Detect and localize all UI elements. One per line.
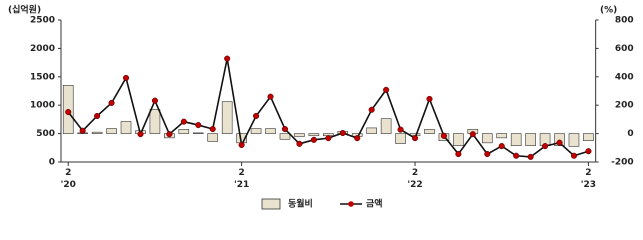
y-tick-label: 0 <box>49 158 55 168</box>
marker <box>498 143 505 150</box>
bar <box>380 118 392 134</box>
bar <box>91 131 103 134</box>
bar <box>178 129 190 134</box>
bar <box>424 129 435 134</box>
y-tick-label: 1000 <box>30 101 55 111</box>
y-tick-label: 2500 <box>30 16 55 26</box>
bar <box>192 132 204 134</box>
bar <box>453 133 464 146</box>
marker <box>570 152 578 159</box>
marker <box>310 136 317 143</box>
line <box>67 58 589 158</box>
bar <box>265 128 276 134</box>
y-unit: (십억원) <box>8 4 41 16</box>
marker <box>383 86 390 93</box>
y2-tick-label: 200 <box>615 101 634 111</box>
x-tick-label: 2 '20 <box>60 168 76 190</box>
y-tick-label: 500 <box>36 129 55 139</box>
legend-label: 금액 <box>366 198 383 210</box>
marker <box>585 148 592 155</box>
bar <box>149 109 161 134</box>
marker <box>151 97 158 104</box>
marker <box>325 135 332 142</box>
bar <box>583 133 594 142</box>
y2-tick-label: 400 <box>615 72 634 82</box>
chart-svg: (십억원) (%) 0 500 1000 1500 2000 2500 -200 0 200 40… <box>8 4 634 210</box>
marker <box>166 131 173 138</box>
marker <box>339 129 346 137</box>
marker <box>209 126 216 133</box>
y2-tick-label: 800 <box>615 16 634 26</box>
y-tick-label: 1500 <box>30 72 55 82</box>
y2-tick-label: 600 <box>615 44 634 54</box>
bar <box>279 133 291 140</box>
marker <box>224 55 231 62</box>
marker <box>469 131 476 138</box>
bar <box>525 133 536 146</box>
bar <box>481 133 493 144</box>
bar <box>250 128 262 134</box>
bar <box>221 101 233 134</box>
marker <box>281 126 289 133</box>
x-tick-label: 2 '21 <box>233 168 250 190</box>
marker <box>122 74 130 81</box>
marker <box>267 93 274 100</box>
bar <box>308 133 320 137</box>
x-tick-label: 2 '22 <box>407 168 423 190</box>
marker <box>513 152 520 159</box>
bar <box>366 127 377 134</box>
marker <box>180 118 187 125</box>
marker <box>397 126 404 133</box>
marker <box>426 95 433 103</box>
marker <box>411 135 419 142</box>
marker <box>296 140 303 147</box>
marker <box>108 99 115 106</box>
marker <box>79 127 86 134</box>
marker <box>195 122 202 129</box>
marker <box>455 150 462 158</box>
bar <box>294 133 305 137</box>
bar <box>207 133 219 142</box>
y-tick-label: 2000 <box>30 44 55 54</box>
marker <box>440 132 447 139</box>
legend-label: 동월비 <box>288 198 313 210</box>
bar <box>395 133 406 144</box>
marker <box>368 106 375 113</box>
marker <box>484 150 491 158</box>
y2-tick-label: -200 <box>611 158 634 168</box>
chart: (십억원) (%) 0 500 1000 1500 2000 2500 -200 0 200 40… <box>8 4 634 210</box>
bar <box>568 133 580 147</box>
bar <box>120 121 132 134</box>
marker <box>65 108 72 116</box>
marker <box>137 131 144 138</box>
x-tick-label: 2 '23 <box>580 168 597 190</box>
marker <box>542 143 549 150</box>
marker <box>94 112 101 120</box>
marker <box>238 141 245 149</box>
y2-tick-label: 0 <box>627 129 633 139</box>
bar <box>510 133 522 146</box>
marker <box>354 135 361 142</box>
legend-marker <box>348 201 354 207</box>
bar <box>496 133 508 139</box>
marker <box>253 112 260 120</box>
y2-unit: (%) <box>600 6 617 16</box>
marker <box>556 139 563 146</box>
legend-swatch <box>261 198 281 210</box>
bar <box>106 128 117 134</box>
marker <box>527 153 534 160</box>
